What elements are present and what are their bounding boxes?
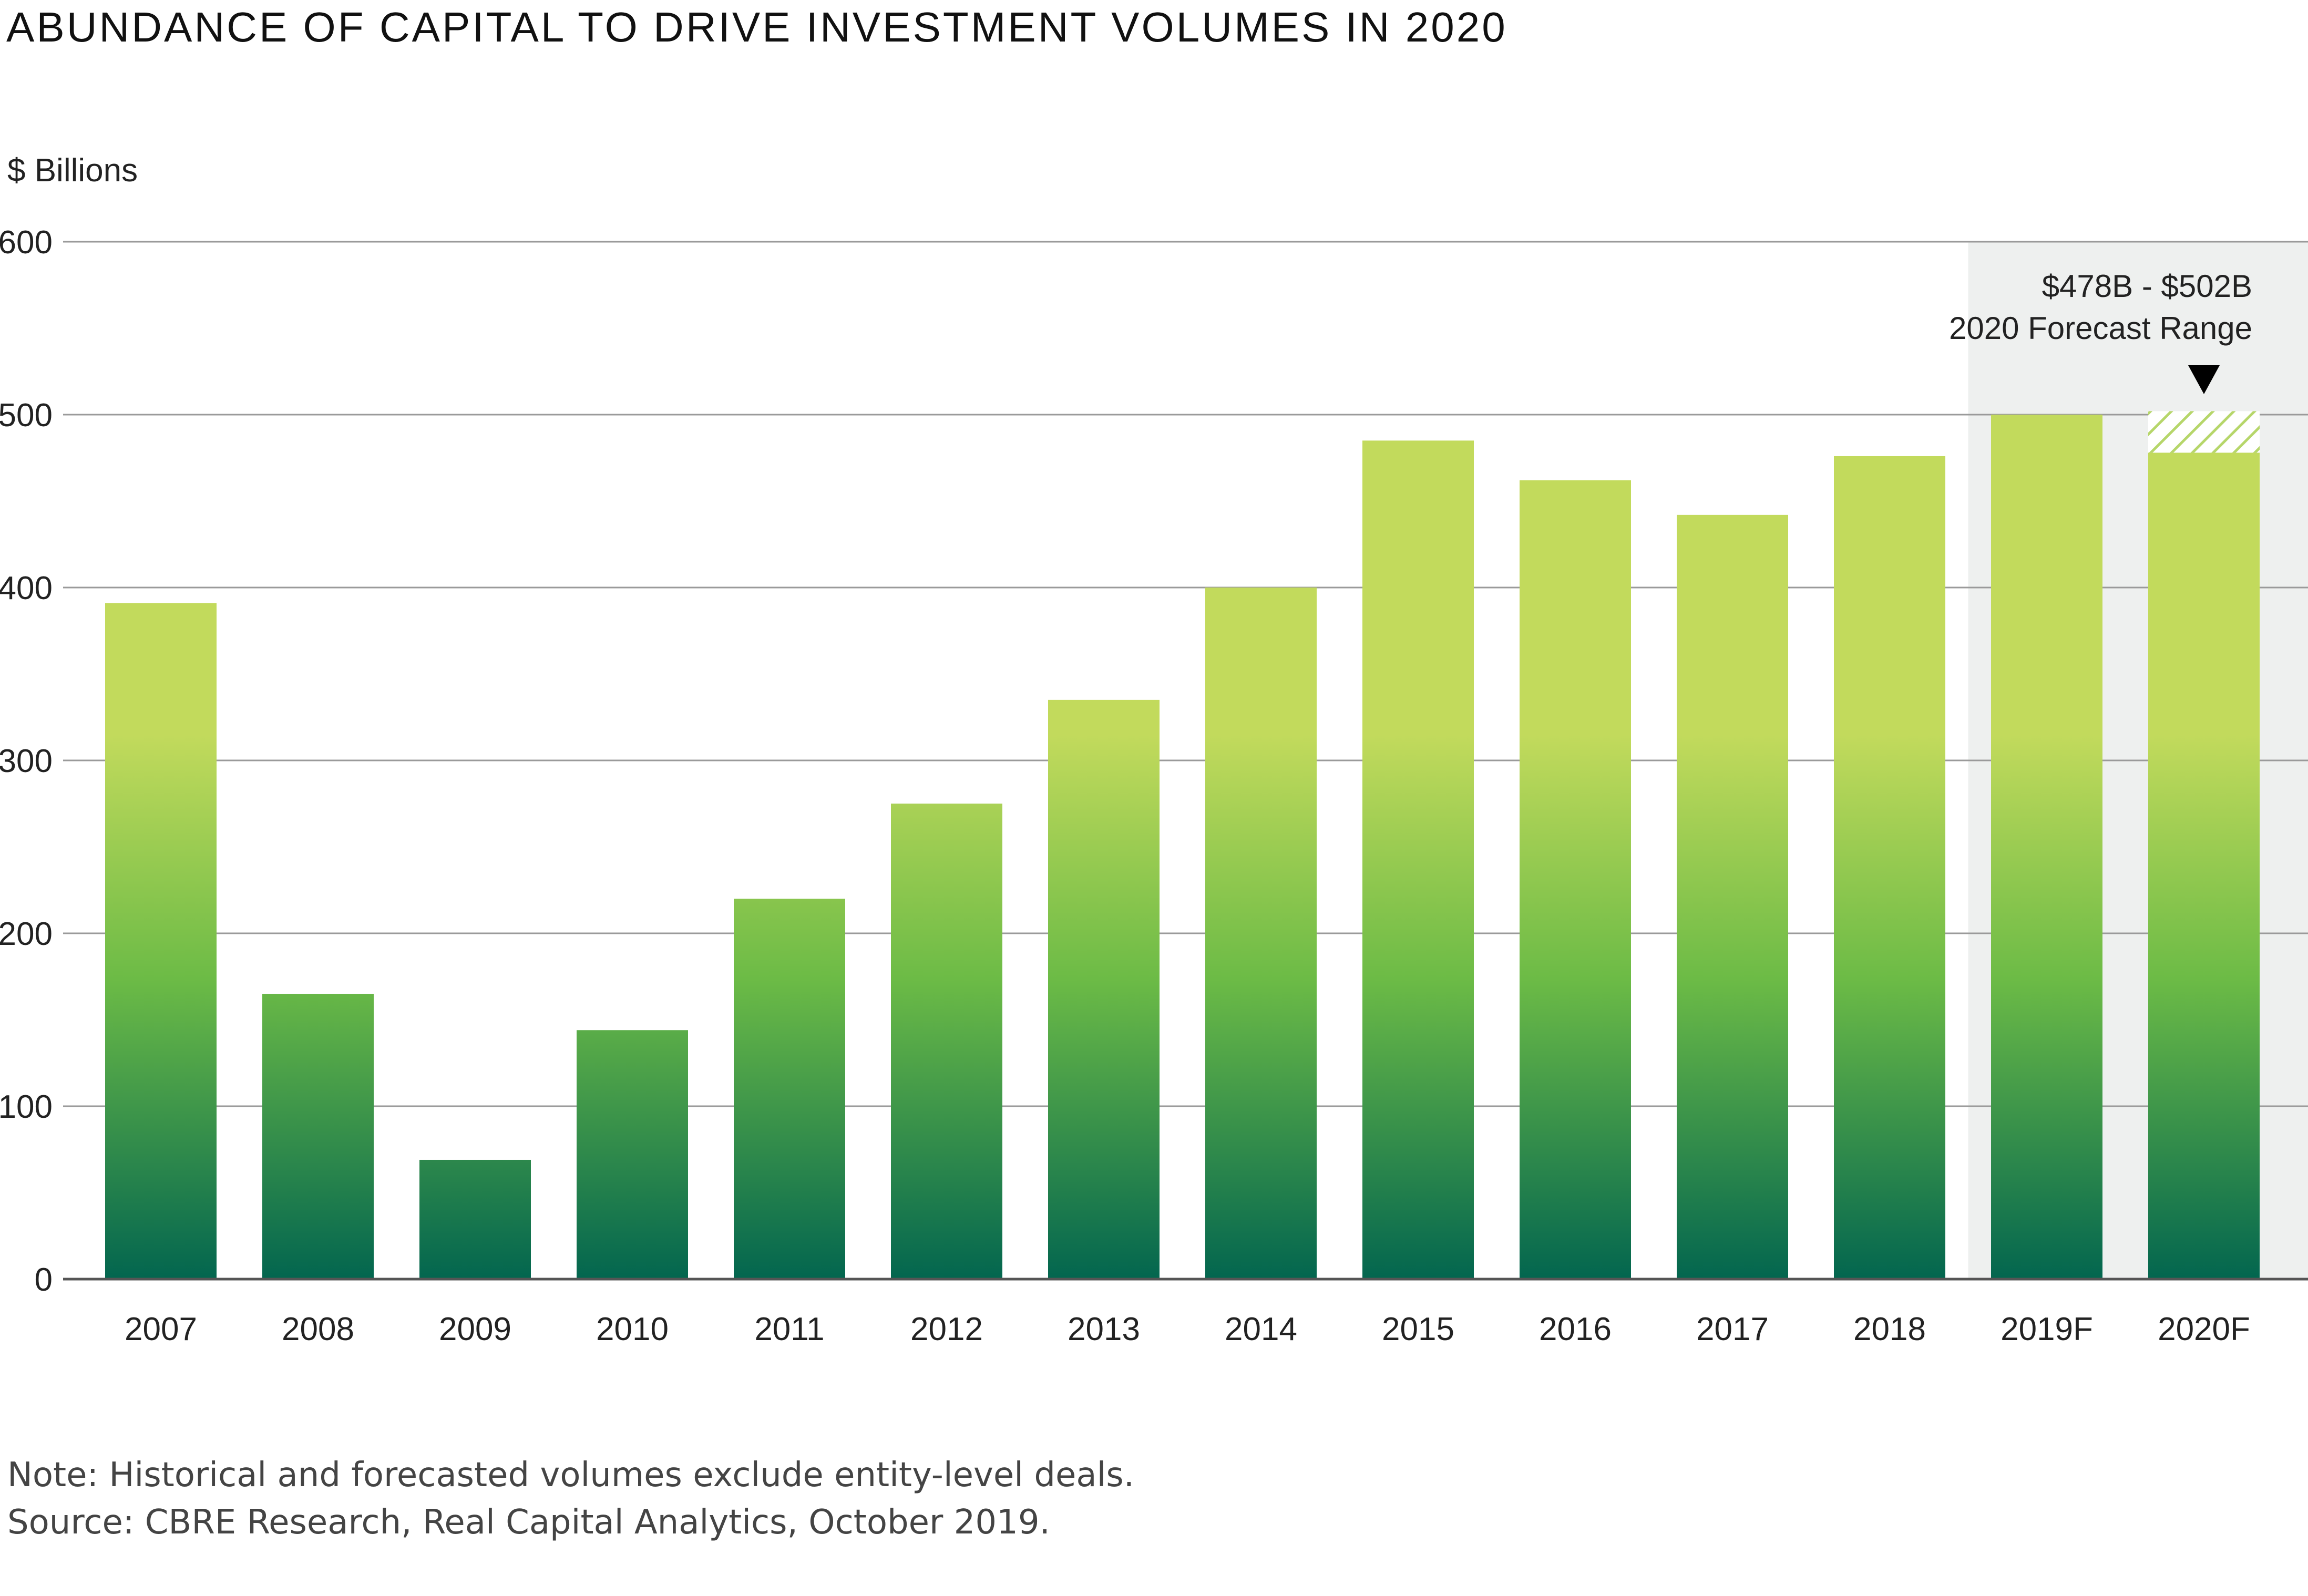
forecast-range-value: $478B - $502B	[2042, 269, 2252, 304]
forecast-annotation: $478B - $502B 2020 Forecast Range	[1949, 269, 2252, 394]
x-tick-label: 2008	[282, 1311, 354, 1347]
y-tick-label: 400	[0, 570, 53, 606]
y-tick-label: 600	[0, 224, 53, 261]
y-tick-label: 300	[0, 743, 53, 779]
x-tick-label: 2014	[1225, 1311, 1297, 1347]
y-tick-label: 200	[0, 916, 53, 952]
x-tick-label: 2007	[125, 1311, 197, 1347]
x-axis-ticks: 2007 2008 2009 2010 2011 2012 2013 2014 2015 2016…	[125, 1311, 2250, 1347]
x-tick-label: 2020F	[2158, 1311, 2250, 1347]
y-tick-label: 100	[0, 1089, 53, 1125]
bar	[262, 994, 374, 1279]
bar	[1205, 588, 1317, 1279]
bar	[891, 804, 1002, 1279]
x-tick-label: 2018	[1853, 1311, 1926, 1347]
chart-note: Note: Historical and forecasted volumes …	[7, 1456, 1135, 1495]
bar	[1677, 514, 1788, 1279]
bar	[1520, 480, 1631, 1279]
bar	[577, 1030, 688, 1279]
bar	[2148, 452, 2260, 1279]
bar	[734, 899, 845, 1279]
forecast-range-hatch	[2148, 411, 2260, 453]
x-tick-label: 2019F	[2001, 1311, 2093, 1347]
x-tick-label: 2010	[596, 1311, 669, 1347]
bar	[1362, 440, 1474, 1279]
bar	[1048, 699, 1160, 1279]
x-tick-label: 2011	[754, 1311, 824, 1347]
x-tick-label: 2013	[1068, 1311, 1140, 1347]
x-tick-label: 2015	[1382, 1311, 1454, 1347]
bar	[105, 603, 217, 1279]
bar	[1991, 415, 2102, 1279]
bars	[105, 411, 2260, 1280]
x-tick-label: 2012	[910, 1311, 983, 1347]
down-triangle-icon	[2188, 365, 2220, 394]
y-axis-ticks: 0 100 200 300 400 500 600	[0, 224, 53, 1298]
bar	[1834, 456, 1945, 1280]
x-tick-label: 2016	[1539, 1311, 1612, 1347]
chart-source: Source: CBRE Research, Real Capital Anal…	[7, 1503, 1050, 1542]
y-tick-label: 500	[0, 397, 53, 434]
forecast-range-label: 2020 Forecast Range	[1949, 311, 2252, 346]
bar	[419, 1159, 531, 1279]
y-axis-label: $ Billions	[7, 152, 138, 189]
y-tick-label: 0	[35, 1262, 53, 1298]
chart-title: ABUNDANCE OF CAPITAL TO DRIVE INVESTMENT…	[6, 4, 1507, 50]
x-tick-label: 2009	[439, 1311, 511, 1347]
x-tick-label: 2017	[1696, 1311, 1769, 1347]
